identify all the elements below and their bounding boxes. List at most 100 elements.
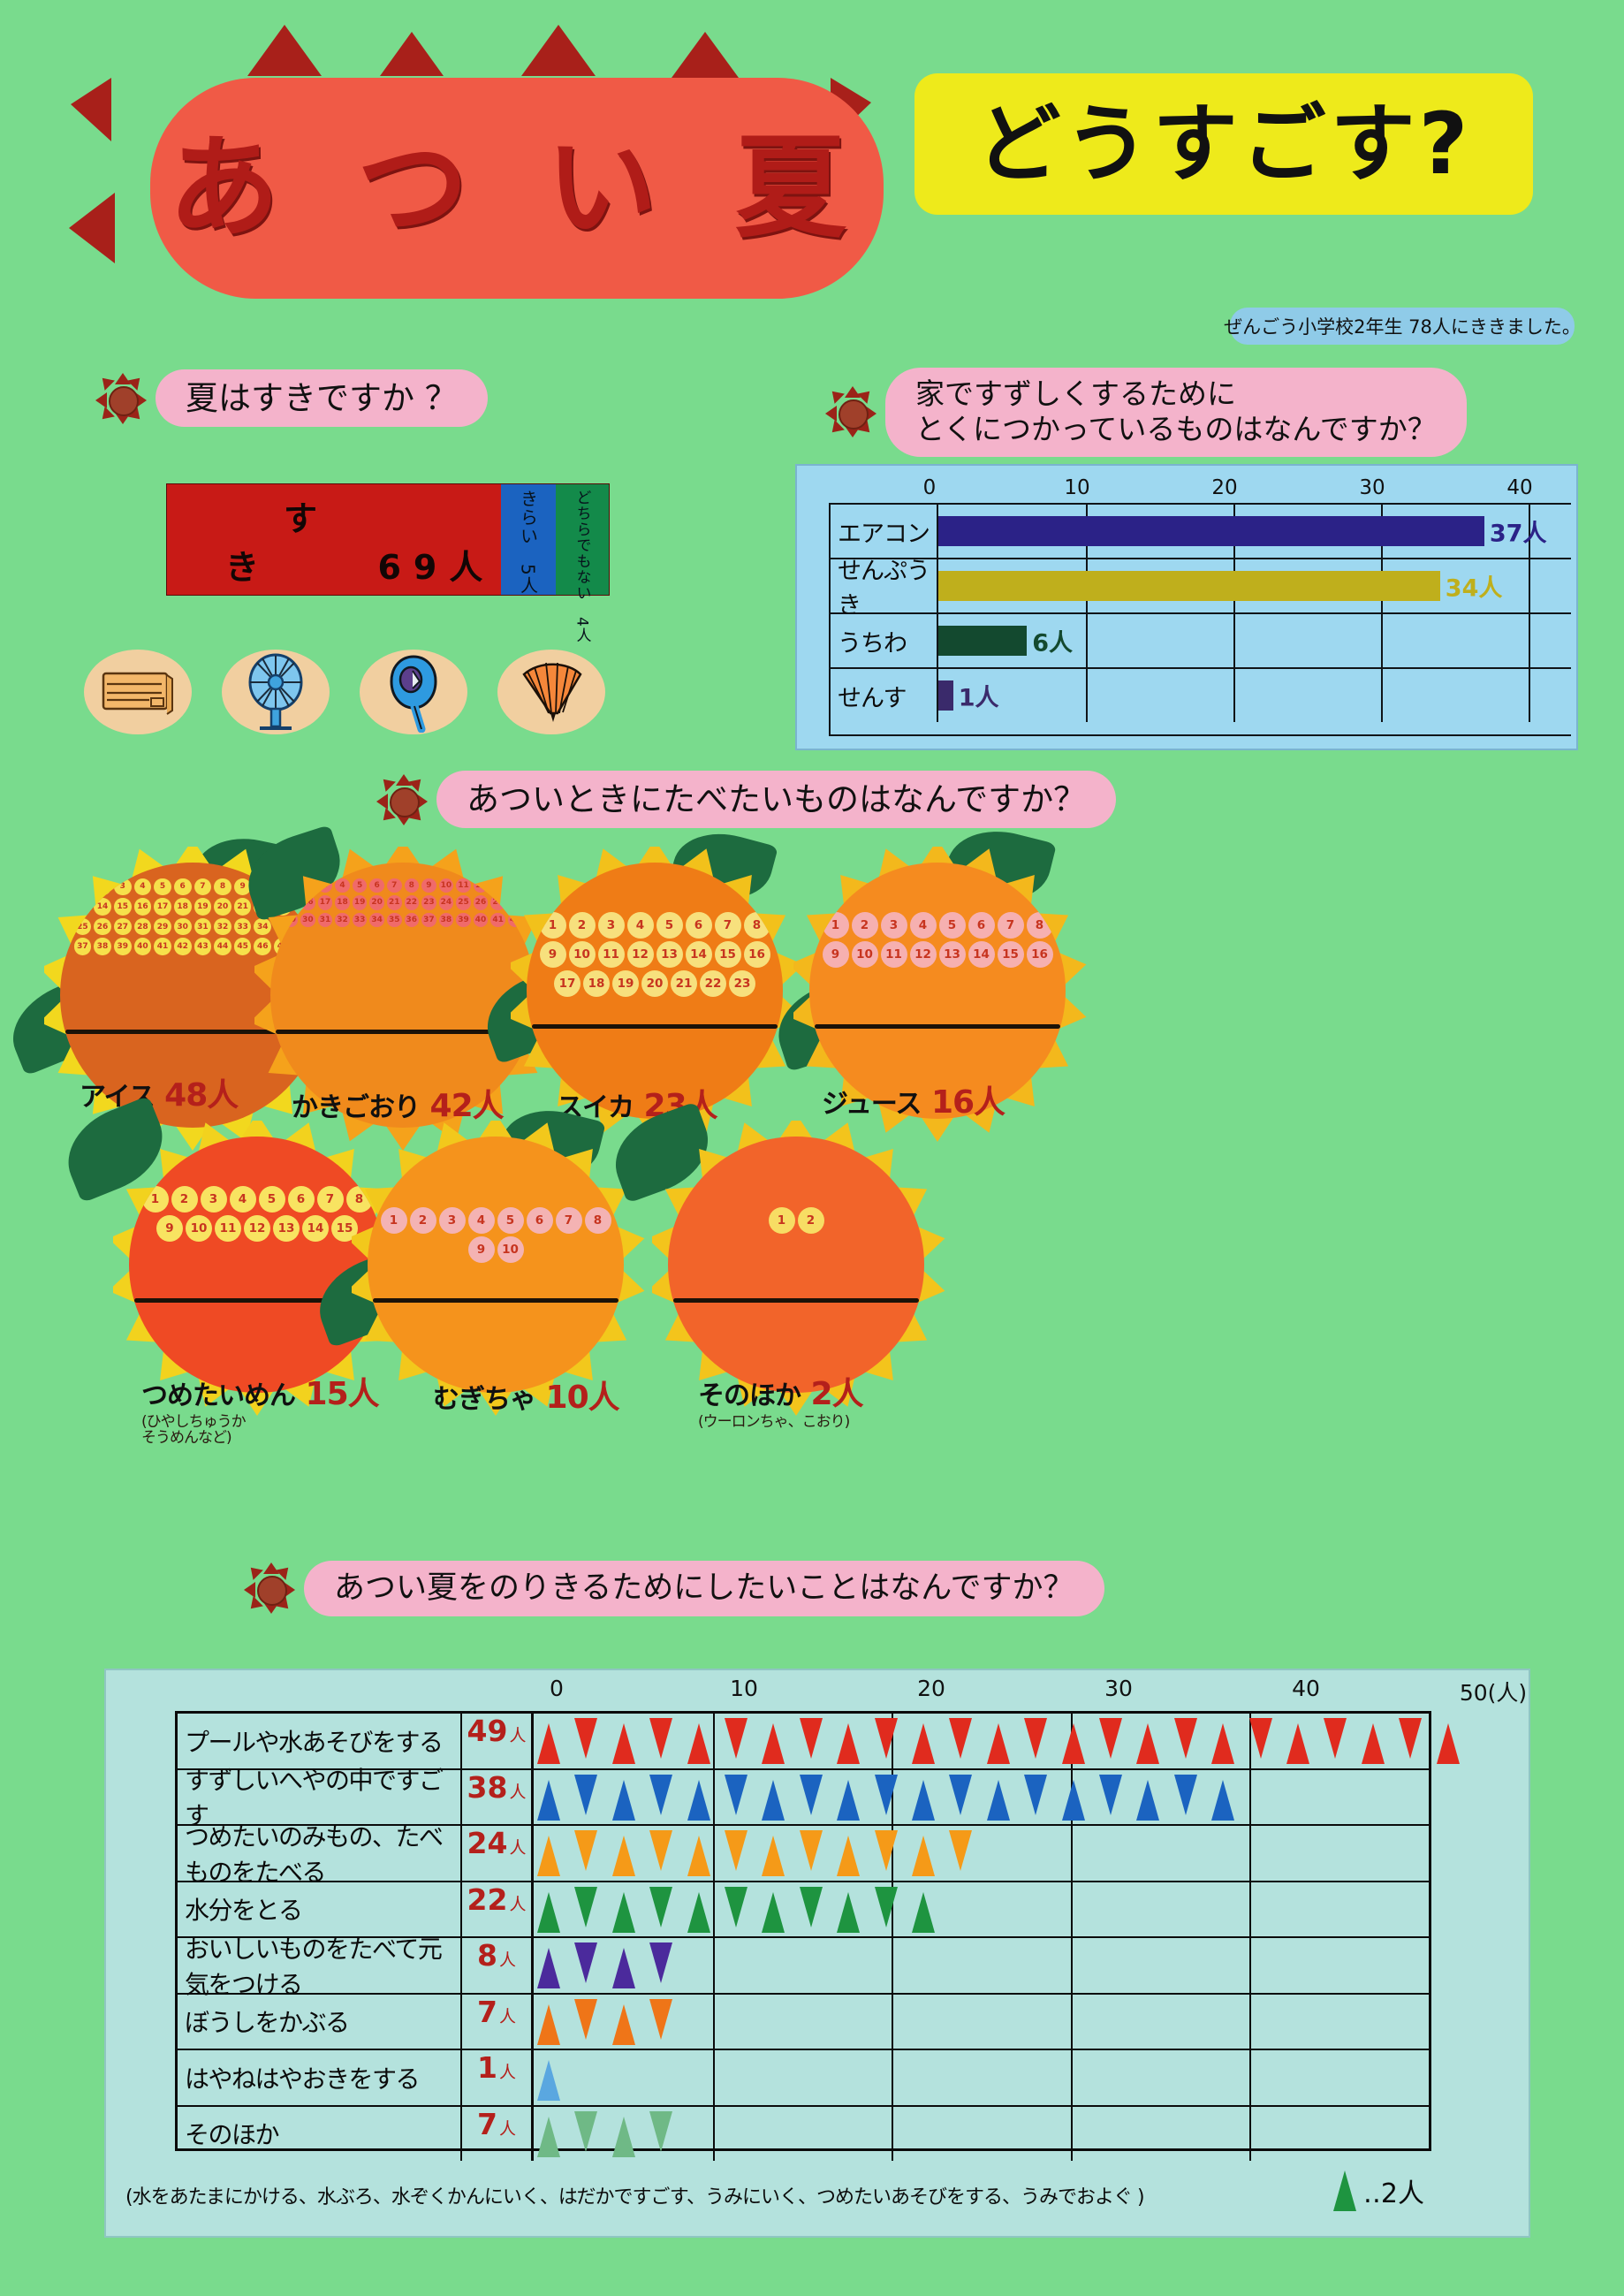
triangle-icon: [874, 1718, 898, 1759]
table-row: ぼうしをかぶる 7 人: [178, 1994, 1429, 2050]
q2-axis-ticks: 0 10 20 30 40: [923, 476, 1533, 501]
triangle-icon: [912, 1836, 935, 1876]
q4-triangles: [534, 1885, 1429, 1935]
count-dot: 18: [335, 895, 350, 910]
spike-icon: [380, 32, 444, 76]
count-dot: 31: [317, 912, 333, 928]
q4-tick-50: 50(人): [1459, 1680, 1528, 1706]
q4-triangles: [534, 1716, 1460, 1766]
count-dot: 12: [244, 1214, 270, 1242]
sun-icon: [95, 372, 147, 424]
survey-note: ぜんごう小学校2年生 78人にききました。: [1224, 308, 1581, 345]
q2-gridline: [1086, 669, 1088, 722]
q4-triangles: [534, 2053, 1429, 2102]
triangle-icon: [1324, 1718, 1347, 1759]
q2-tick-10: 10: [1064, 476, 1090, 499]
q4-cell: [1071, 2050, 1252, 2105]
question-2-row: 家ですずしくするために とくにつかっているものはなんですか？: [825, 368, 1467, 457]
q4-cell: [534, 1994, 715, 2049]
q2-value-label: 37人: [1489, 520, 1547, 548]
question-3-row: あついときにたべたいものはなんですか？: [376, 771, 1117, 829]
count-dot: 15: [997, 940, 1024, 968]
count-dot: 7: [386, 878, 402, 893]
count-dot: 5: [154, 878, 171, 896]
q2-tick-30: 30: [1359, 476, 1385, 499]
q1-dochira-label: どちらでもない 4人: [573, 490, 591, 643]
count-dot: 13: [273, 1214, 300, 1242]
triangle-icon: [837, 1723, 861, 1764]
sunflower-name: ジュース: [822, 1089, 922, 1120]
triangle-icon: [574, 1998, 598, 2040]
count-dot: 1: [141, 1185, 169, 1213]
q2-plot: 6人: [938, 614, 1571, 667]
count-dot: 5: [938, 911, 966, 939]
q1-segment-suki: すき 69人: [167, 484, 501, 595]
divider: [134, 1297, 380, 1303]
count-dot: 42: [507, 912, 523, 928]
count-dot: 7: [997, 911, 1024, 939]
divider: [373, 1297, 618, 1303]
q4-table-grid: プールや水あそびをする 49 人すずしいへやの中ですごす 38 人つめたいのみもの、たべ…: [175, 1711, 1460, 2161]
count-dot: 33: [233, 917, 252, 936]
count-dot: 46: [254, 938, 272, 956]
count-dot: 1: [380, 1206, 407, 1234]
count-dot: 17: [554, 969, 581, 997]
triangle-icon: [611, 1891, 635, 1933]
question-1-text: 夏はすきですか ？: [156, 369, 488, 428]
triangle-icon: [611, 1779, 635, 1821]
spike-icon: [247, 25, 322, 76]
triangle-icon: [537, 1779, 560, 1821]
q4-cell: [892, 1882, 1073, 1936]
count-dot: 13: [656, 940, 683, 968]
count-dot: 23: [421, 895, 436, 910]
q4-cell: [1071, 2106, 1252, 2161]
count-dot: 30: [173, 917, 192, 936]
count-dot: 1: [822, 911, 849, 939]
q4-cell: [892, 1938, 1073, 1993]
q2-bar-row: エアコン 37人: [831, 505, 1571, 559]
q1-segment-kirai: きらい 5人: [501, 484, 556, 595]
q2-gridline: [1381, 614, 1383, 667]
sunflower-count: 10人: [535, 1380, 620, 1416]
triangle-icon: [725, 1718, 747, 1759]
sunflower-label: かきごおり 42人: [292, 1080, 505, 1126]
triangle-icon: [1136, 1779, 1160, 1821]
q1-stacked-bar: すき 69人 きらい 5人 どちらでもない 4人: [166, 483, 610, 643]
sun-icon: [825, 386, 877, 438]
triangle-icon: [1436, 1723, 1460, 1764]
count-dot: 16: [300, 895, 315, 910]
q4-row-unit: 人: [509, 1894, 527, 1914]
q2-gridline: [1529, 669, 1530, 722]
count-dot: 8: [214, 878, 231, 896]
sunflower-disc: 1 2 3 4 5 6 7 8 9 10 11 12 13 14 15: [129, 1137, 385, 1393]
q4-row-unit: 人: [509, 1726, 527, 1745]
q4-triangles: [534, 1773, 1429, 1822]
q4-cell: [1071, 1826, 1252, 1881]
q2-gridline: [1086, 614, 1088, 667]
q2-plot: 37人: [938, 505, 1571, 558]
q2-tick-0: 0: [922, 476, 937, 499]
count-dot: 20: [214, 898, 231, 916]
table-row: プールや水あそびをする 49 人: [178, 1714, 1460, 1770]
count-dot: 34: [254, 917, 272, 936]
triangle-icon: [837, 1891, 861, 1933]
count-dot: 12: [626, 940, 654, 968]
count-dot: 6: [526, 1206, 553, 1234]
count-dot: 7: [316, 1185, 344, 1213]
q4-plot: [534, 2050, 1429, 2105]
q2-bar-chart: 0 10 20 30 40 エアコン 37人 せんぷうき 34人 うちわ 6人 せんす 1人: [795, 464, 1578, 750]
triangle-icon: [611, 1723, 635, 1764]
count-dot: 39: [113, 938, 132, 956]
count-dot: 13: [938, 940, 966, 968]
triangle-icon: [1173, 1718, 1197, 1759]
count-dot: 14: [302, 1214, 329, 1242]
triangle-icon: [537, 1891, 560, 1933]
count-dot: 43: [194, 938, 212, 956]
divider: [532, 1023, 778, 1029]
count-dot: 10: [851, 940, 878, 968]
count-dot: 7: [194, 878, 212, 896]
count-dot: 1: [768, 1206, 795, 1234]
count-dot: 2: [851, 911, 878, 939]
spike-icon: [521, 25, 596, 76]
